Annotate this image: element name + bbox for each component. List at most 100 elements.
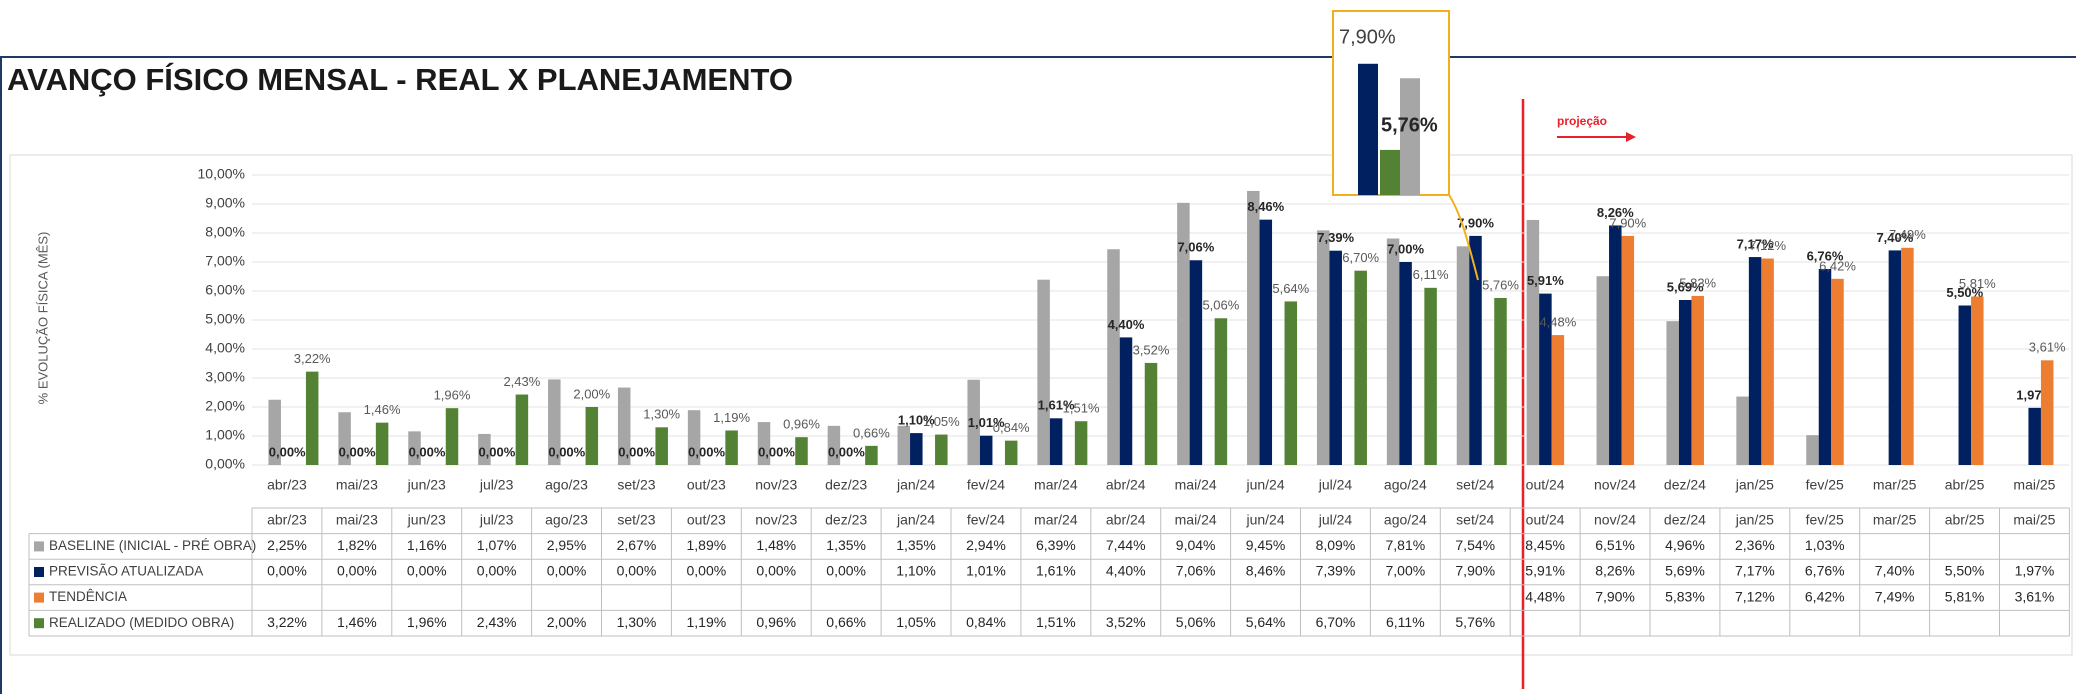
table-cell: 1,16% <box>407 537 447 553</box>
table-cell: 0,00% <box>756 563 796 579</box>
bar <box>1386 238 1400 465</box>
table-cell: 0,00% <box>617 563 657 579</box>
inset-bar <box>1358 63 1378 195</box>
table-cell: 1,03% <box>1805 537 1845 553</box>
data-label: 0,00% <box>409 444 446 459</box>
data-label: 1,10% <box>898 413 935 428</box>
y-tick-label: 2,00% <box>205 398 245 414</box>
data-label: 0,84% <box>993 420 1030 435</box>
data-label: 5,50% <box>1946 285 1983 300</box>
table-header: dez/23 <box>825 512 867 528</box>
table-header: set/23 <box>617 512 655 528</box>
table-cell: 6,70% <box>1316 614 1356 630</box>
bar <box>1621 235 1635 465</box>
table-cell: 1,46% <box>337 614 377 630</box>
table-cell: 0,00% <box>547 563 587 579</box>
data-label: 5,81% <box>1959 276 1996 291</box>
data-label: 0,96% <box>783 417 820 432</box>
data-label: 0,00% <box>548 444 585 459</box>
table-header: jan/25 <box>1735 512 1774 528</box>
bar <box>1259 219 1273 465</box>
bar <box>1888 250 1902 465</box>
bar <box>1469 235 1482 465</box>
table-cell: 0,84% <box>966 614 1006 630</box>
x-tick-label: abr/24 <box>1106 477 1146 493</box>
bar <box>757 422 771 465</box>
table-cell: 5,83% <box>1665 588 1705 604</box>
bar <box>585 407 599 465</box>
table-header: ago/24 <box>1384 512 1427 528</box>
table-cell: 0,00% <box>267 563 307 579</box>
bar <box>687 410 701 465</box>
data-label: 5,91% <box>1527 273 1564 288</box>
bar <box>1004 440 1018 465</box>
data-label: 0,00% <box>269 444 306 459</box>
table-cell: 2,25% <box>267 537 307 553</box>
bar <box>897 425 911 465</box>
table-cell: 7,81% <box>1385 537 1425 553</box>
bar <box>1748 257 1762 465</box>
data-label: 0,00% <box>618 444 655 459</box>
table-cell: 5,06% <box>1176 614 1216 630</box>
table-cell: 2,94% <box>966 537 1006 553</box>
table-cell: 9,04% <box>1176 537 1216 553</box>
chart-frame <box>9 154 2073 656</box>
data-label: 1,61% <box>1038 398 1075 413</box>
bar <box>1494 297 1507 465</box>
table-header: fev/25 <box>1806 512 1844 528</box>
data-label: 6,70% <box>1342 250 1379 265</box>
chart-title: AVANÇO FÍSICO MENSAL - REAL X PLANEJAMEN… <box>7 62 793 97</box>
table-header: nov/23 <box>755 512 797 528</box>
x-tick-label: out/24 <box>1526 477 1565 493</box>
table-header: out/23 <box>687 512 726 528</box>
table-cell: 3,52% <box>1106 614 1146 630</box>
data-label: 3,22% <box>294 351 331 366</box>
bar <box>1119 337 1133 465</box>
bar <box>967 379 980 465</box>
table-cell: 0,66% <box>826 614 866 630</box>
x-tick-label: mai/23 <box>336 477 378 493</box>
bar <box>2040 360 2054 465</box>
table-cell: 8,46% <box>1246 563 1286 579</box>
legend-swatch <box>34 618 44 629</box>
bar <box>795 437 808 465</box>
table-cell: 5,76% <box>1455 614 1495 630</box>
data-label: 5,76% <box>1482 277 1519 292</box>
table-header: ago/23 <box>545 512 588 528</box>
table-cell: 7,44% <box>1106 537 1146 553</box>
bar <box>1177 202 1190 465</box>
legend-swatch <box>34 567 44 577</box>
inset-bars: 7,90% 5,76% <box>1339 26 1438 195</box>
data-label: 6,42% <box>1819 258 1856 273</box>
bar <box>1526 219 1540 465</box>
table-cell: 0,00% <box>686 563 726 579</box>
table-cell: 1,05% <box>896 614 936 630</box>
bar <box>827 425 841 465</box>
table-header: mar/24 <box>1034 512 1078 528</box>
table-cell: 1,51% <box>1036 614 1076 630</box>
data-label: 5,06% <box>1202 298 1239 313</box>
bar <box>1609 225 1622 465</box>
y-tick-label: 1,00% <box>205 427 245 443</box>
data-label: 8,26% <box>1597 205 1634 220</box>
data-label: 8,46% <box>1247 199 1284 214</box>
y-tick-label: 0,00% <box>205 456 245 472</box>
data-label: 0,00% <box>828 444 865 459</box>
projection-arrowhead <box>1626 132 1636 142</box>
table-header: jan/24 <box>896 512 935 528</box>
table-header: fev/24 <box>967 512 1005 528</box>
data-label: 0,00% <box>758 444 795 459</box>
data-label: 1,01% <box>968 415 1005 430</box>
table-cell: 0,00% <box>826 563 866 579</box>
y-axis-title: % EVOLUÇÃO FÍSICA (MÊS) <box>35 232 50 405</box>
x-tick-label: fev/24 <box>967 477 1005 493</box>
bar <box>1736 396 1749 465</box>
legend-swatch <box>34 592 44 603</box>
table-cell: 6,39% <box>1036 537 1076 553</box>
data-label: 2,43% <box>503 374 540 389</box>
legend-label: TENDÊNCIA <box>49 589 127 604</box>
y-tick-label: 9,00% <box>205 195 245 211</box>
bar <box>515 394 529 465</box>
bar <box>1806 435 1819 465</box>
